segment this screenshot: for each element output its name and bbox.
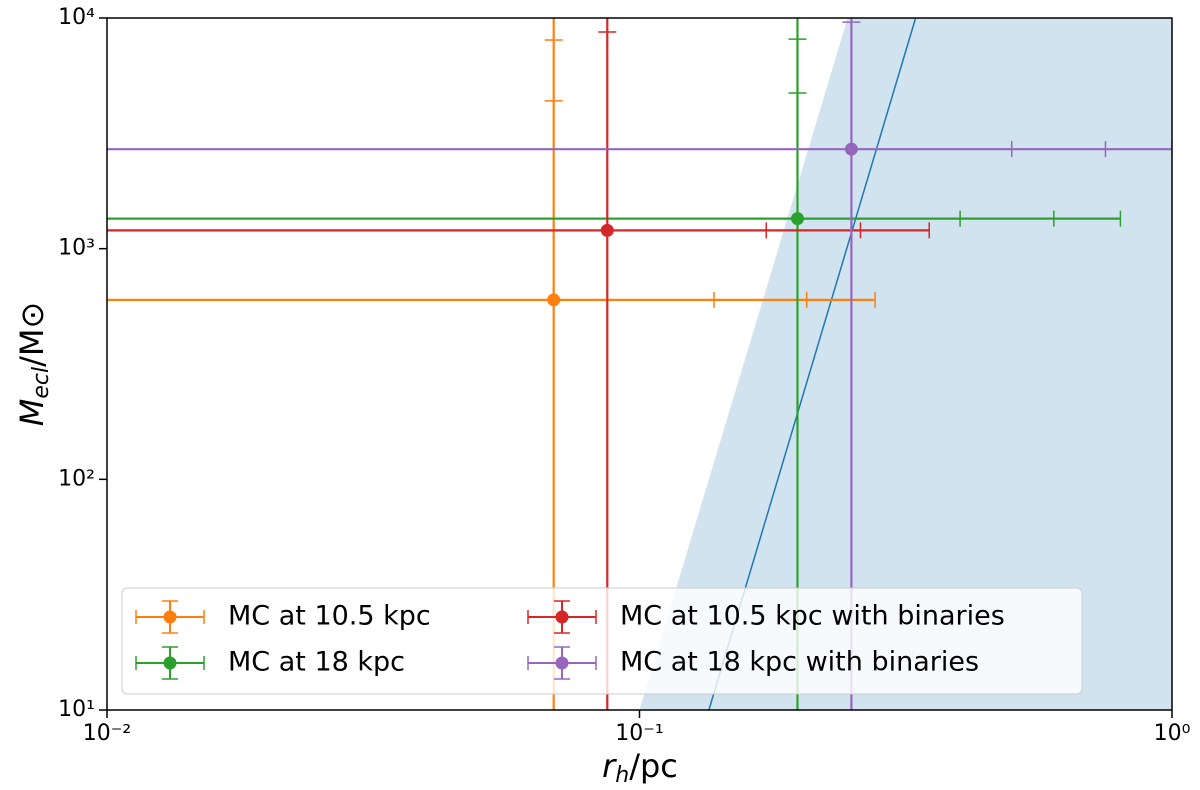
legend-marker: [555, 656, 569, 670]
y-label-unit: /M⊙: [13, 302, 51, 367]
y-tick-label: 10¹: [58, 697, 95, 722]
y-tick-label: 10²: [58, 466, 95, 491]
legend-label: MC at 18 kpc with binaries: [620, 647, 979, 678]
y-axis-label: Mecl/M⊙: [13, 302, 54, 427]
x-tick-label: 10⁻²: [83, 721, 131, 746]
legend-label: MC at 10.5 kpc with binaries: [620, 601, 1005, 632]
y-label-symbol: M: [13, 399, 51, 427]
data-point: [790, 212, 804, 226]
data-point: [844, 142, 858, 156]
plot-area: [107, 18, 1172, 710]
x-label-subscript: h: [615, 763, 629, 788]
legend-label: MC at 10.5 kpc: [228, 601, 431, 632]
legend: MC at 10.5 kpc MC at 18 kpc MC at 10.5 kpc…: [121, 587, 1083, 695]
x-tick-label: 10⁻¹: [615, 721, 663, 746]
y-label-subscript: ecl: [29, 367, 54, 399]
legend-marker: [163, 610, 177, 624]
x-label-unit: /pc: [629, 747, 678, 785]
legend-marker: [163, 656, 177, 670]
shaded-region: [639, 18, 1172, 710]
x-tick-label: 10⁰: [1154, 721, 1191, 746]
legend-box: [121, 587, 1083, 695]
x-label-symbol: r: [602, 747, 617, 785]
y-tick-label: 10⁴: [58, 5, 95, 30]
data-point: [547, 293, 561, 307]
data-point: [600, 223, 614, 237]
x-axis-label: rh/pc: [602, 747, 678, 788]
y-tick-label: 10³: [58, 236, 95, 261]
legend-marker: [555, 610, 569, 624]
legend-label: MC at 18 kpc: [228, 647, 405, 678]
